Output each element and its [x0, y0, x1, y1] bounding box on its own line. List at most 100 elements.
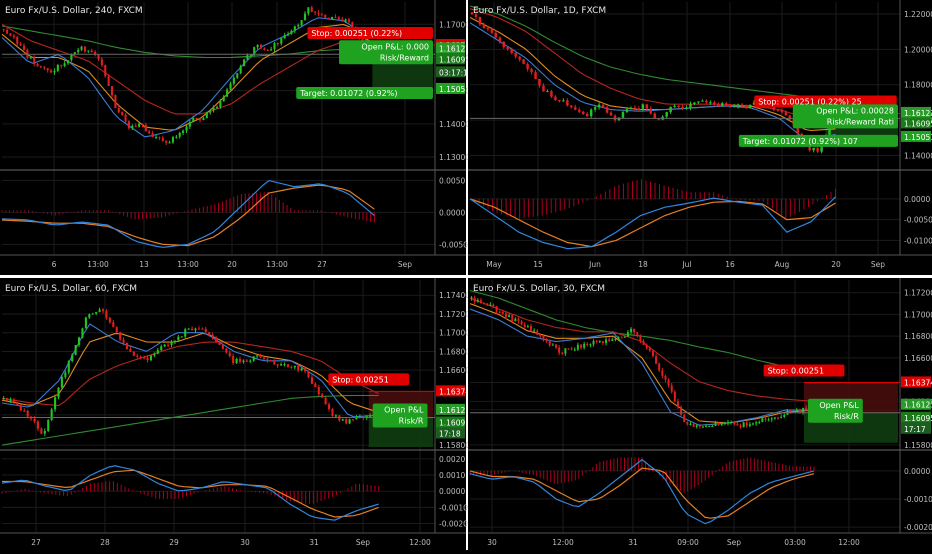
- macd-line: [1, 465, 379, 521]
- time-tick-label: 28: [100, 538, 110, 547]
- candle: [570, 348, 573, 350]
- candle: [204, 328, 207, 333]
- candle: [657, 118, 660, 120]
- price-tick-label: 1.17200: [904, 289, 932, 298]
- candle: [269, 360, 272, 362]
- moving-average-orange: [469, 17, 836, 132]
- macd-tick-label: 0.0020: [439, 455, 465, 464]
- candle: [144, 124, 147, 132]
- candle: [222, 96, 225, 102]
- candle: [198, 119, 202, 121]
- candle: [9, 399, 12, 401]
- candle: [542, 85, 545, 92]
- candle: [131, 125, 134, 129]
- price-tick-label: 1.15800: [904, 441, 932, 450]
- pnl-box[interactable]: [808, 398, 863, 423]
- candle: [701, 426, 704, 428]
- candle: [180, 336, 183, 338]
- price-tick-label: 1.16600: [904, 354, 932, 363]
- stop-label-bg: [763, 364, 845, 377]
- candle: [197, 328, 200, 330]
- time-tick-label: 20: [227, 260, 237, 269]
- candle: [558, 347, 561, 353]
- candle: [19, 43, 22, 46]
- pnl-box[interactable]: [372, 403, 428, 428]
- time-tick-label: Aug: [775, 260, 790, 269]
- candle: [307, 7, 310, 14]
- moving-average-red: [1, 23, 375, 115]
- candle: [215, 106, 219, 108]
- candle: [132, 352, 135, 356]
- time-tick-label: 12:00: [552, 538, 574, 547]
- candle: [344, 19, 347, 22]
- candle: [676, 401, 679, 407]
- candle: [589, 109, 593, 117]
- candle: [280, 364, 283, 366]
- price-label-current: 1.16123: [904, 401, 932, 410]
- macd-line: [469, 196, 836, 250]
- moving-average-green: [469, 5, 836, 100]
- price-label-stop: 1.16374: [439, 387, 470, 396]
- candle: [129, 348, 132, 353]
- candle: [232, 77, 235, 84]
- time-tick-label: 03:00: [784, 538, 806, 547]
- candle: [218, 342, 221, 345]
- candle: [633, 107, 637, 109]
- risk-reward-label: Risk/R: [399, 416, 424, 425]
- candle: [508, 315, 511, 317]
- candle: [510, 48, 513, 54]
- candle: [789, 410, 792, 412]
- candle: [748, 104, 752, 109]
- candle: [191, 328, 194, 331]
- pnl-box[interactable]: [339, 40, 433, 65]
- candle: [470, 12, 474, 15]
- candle: [74, 344, 77, 355]
- candle: [43, 430, 46, 434]
- pnl-box[interactable]: [792, 104, 898, 129]
- candle: [518, 56, 521, 60]
- candle: [667, 379, 670, 386]
- candle: [77, 49, 80, 53]
- candle: [304, 368, 307, 372]
- countdown-bg: [436, 427, 465, 439]
- price-label-current: 1.16123: [904, 109, 932, 118]
- candle: [761, 418, 764, 422]
- candle: [16, 402, 19, 406]
- macd-tick-label: -0.0020: [904, 523, 932, 532]
- candle: [283, 35, 286, 39]
- candle: [88, 314, 91, 318]
- price-label-stop: 1.16374: [904, 378, 932, 387]
- time-tick-label: 27: [317, 260, 327, 269]
- candle: [581, 111, 585, 114]
- candle: [324, 14, 327, 18]
- price-tick-label: 1.14000: [904, 152, 932, 161]
- candle: [776, 109, 780, 111]
- candle: [317, 386, 320, 395]
- candle: [341, 19, 344, 22]
- time-tick-label: 09:00: [677, 538, 699, 547]
- time-tick-label: 29: [169, 538, 179, 547]
- candle: [317, 12, 320, 14]
- candle: [165, 140, 168, 143]
- candle: [689, 103, 692, 108]
- candle: [219, 101, 222, 107]
- candle: [212, 107, 215, 111]
- price-label-entry: 1.16095: [904, 414, 932, 423]
- candle: [90, 50, 93, 52]
- price-label-target-bg: [901, 130, 931, 142]
- price-tick-label: 1.17000: [439, 329, 470, 338]
- candle: [327, 17, 330, 19]
- candle: [486, 28, 490, 30]
- candle: [81, 328, 84, 338]
- candle: [711, 425, 714, 427]
- price-label-current-bg: [901, 398, 931, 410]
- candle: [808, 145, 811, 151]
- candle: [263, 48, 266, 51]
- candle: [50, 70, 53, 73]
- candle: [170, 341, 173, 346]
- candle: [752, 102, 756, 105]
- candle: [601, 341, 604, 344]
- candle: [523, 324, 526, 327]
- chart-title: Euro Fx/U.S. Dollar, 60, FXCM: [5, 284, 137, 294]
